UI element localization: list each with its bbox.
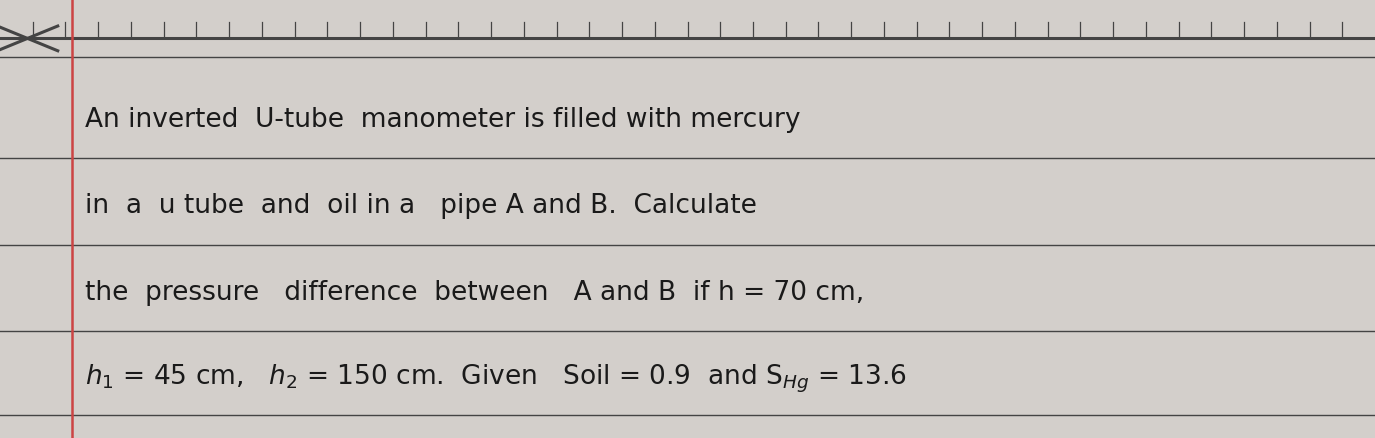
- Text: the  pressure   difference  between   A and B  if h = 70 cm,: the pressure difference between A and B …: [85, 279, 865, 305]
- Text: $h_1$ = 45 cm,   $h_2$ = 150 cm.  Given   Soil = 0.9  and S$_{Hg}$ = 13.6: $h_1$ = 45 cm, $h_2$ = 150 cm. Given Soi…: [85, 362, 908, 394]
- Text: in  a  u tube  and  oil in a   pipe A and B.  Calculate: in a u tube and oil in a pipe A and B. C…: [85, 193, 758, 219]
- Text: An inverted  U-tube  manometer is filled with mercury: An inverted U-tube manometer is filled w…: [85, 107, 800, 133]
